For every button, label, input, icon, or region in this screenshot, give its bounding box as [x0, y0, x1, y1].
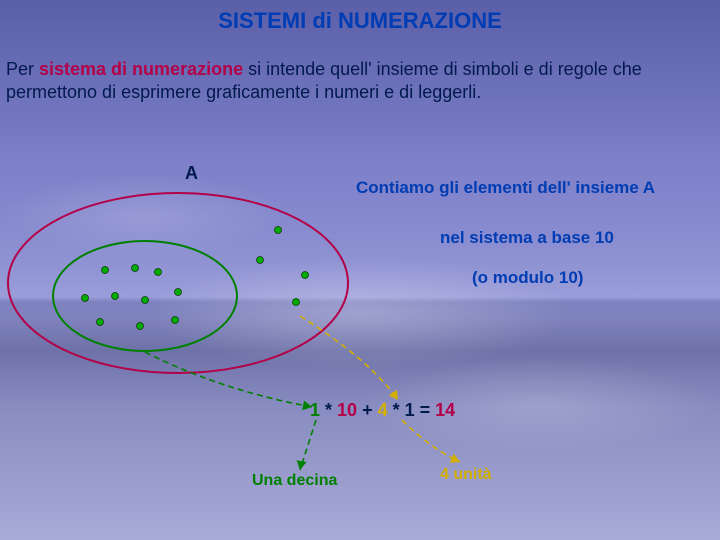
equation-part: *: [320, 400, 337, 420]
element-dot: [137, 323, 144, 330]
element-dot: [302, 272, 309, 279]
equation-part: 10: [337, 400, 357, 420]
dashed-arrow: [145, 352, 312, 407]
dashed-arrow: [402, 420, 460, 462]
equation-part: =: [420, 400, 436, 420]
intro-paragraph: Per sistema di numerazione si intende qu…: [6, 58, 710, 103]
element-dot: [175, 289, 182, 296]
dashed-arrow: [300, 316, 398, 400]
arrow-head: [297, 460, 307, 470]
element-dot: [155, 269, 162, 276]
set-A-label: A: [185, 163, 198, 184]
element-dot: [293, 299, 300, 306]
element-dot: [172, 317, 179, 324]
right-text-line3: (o modulo 10): [472, 268, 583, 288]
inner-ellipse: [53, 241, 237, 351]
element-dot: [142, 297, 149, 304]
element-dot: [275, 227, 282, 234]
equation-line: 1 * 10 + 4 * 1 = 14: [310, 400, 455, 421]
slide-stage: SISTEMI di NUMERAZIONE Per sistema di nu…: [0, 0, 720, 540]
intro-pre: Per: [6, 59, 39, 79]
intro-highlight: sistema di numerazione: [39, 59, 243, 79]
outer-ellipse: [8, 193, 348, 373]
equation-part: *: [388, 400, 405, 420]
right-text-line2: nel sistema a base 10: [440, 228, 614, 248]
element-dot: [112, 293, 119, 300]
equation-part: 1: [310, 400, 320, 420]
slide-title: SISTEMI di NUMERAZIONE: [0, 8, 720, 34]
arrow-head: [450, 454, 460, 463]
equation-part: 4: [378, 400, 388, 420]
label-una-decina: Una decina: [252, 472, 337, 490]
equation-part: +: [357, 400, 378, 420]
element-dot: [102, 267, 109, 274]
element-dot: [97, 319, 104, 326]
element-dot: [132, 265, 139, 272]
element-dot: [82, 295, 89, 302]
element-dot: [257, 257, 264, 264]
right-text-line1: Contiamo gli elementi dell' insieme A: [356, 178, 655, 198]
equation-part: 14: [435, 400, 455, 420]
label-4-unita: 4 unità: [440, 466, 492, 484]
dashed-arrow: [300, 420, 316, 470]
arrow-head: [389, 390, 398, 400]
equation-part: 1: [405, 400, 420, 420]
